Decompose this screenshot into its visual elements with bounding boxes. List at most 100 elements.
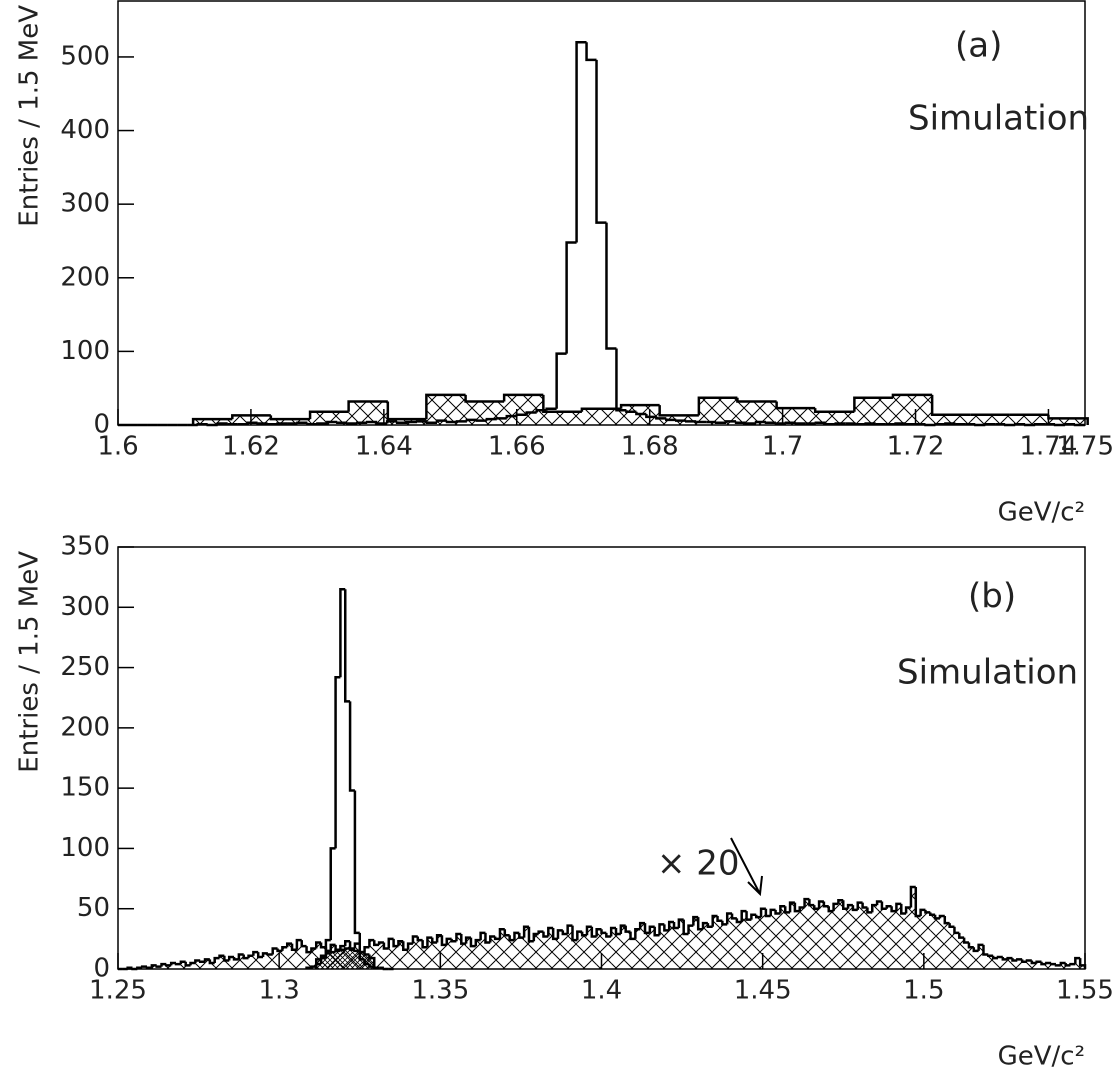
histogram-bin [538, 931, 544, 969]
histogram-step [788, 901, 795, 913]
panel-label: (b) [968, 577, 1016, 617]
histogram-step [784, 421, 796, 425]
histogram-step [542, 394, 582, 413]
histogram-bin [282, 947, 288, 969]
histogram-step [1054, 964, 1061, 967]
histogram-step [435, 419, 447, 423]
histogram-bin [707, 926, 713, 969]
histogram-bin [562, 934, 568, 969]
histogram-step [694, 420, 707, 424]
histogram-bin [932, 414, 971, 425]
histogram-step [425, 421, 438, 425]
histogram-step [853, 396, 893, 412]
histogram-step [575, 40, 587, 243]
histogram-step [798, 906, 805, 912]
x-tick-label: 1.75 [1056, 432, 1114, 462]
histogram-step [460, 934, 467, 945]
histogram-bin [1080, 965, 1085, 969]
histogram-step [565, 241, 577, 354]
histogram-step [734, 421, 747, 425]
histogram-bin [1009, 414, 1049, 425]
histogram-step [614, 928, 621, 936]
histogram-bin [200, 961, 206, 969]
histogram-step [701, 921, 708, 930]
histogram-step [904, 423, 916, 426]
x-tick-label: 1.64 [355, 432, 413, 462]
histogram-bin [732, 918, 737, 969]
histogram-bin [964, 942, 969, 969]
histogram-bin [727, 913, 733, 969]
histogram-step [817, 900, 824, 909]
histogram-step [319, 956, 326, 965]
histogram-step [1006, 956, 1013, 960]
histogram-bin [970, 414, 1010, 425]
histogram-bin [446, 938, 452, 969]
histogram-step [226, 423, 238, 426]
histogram-step [242, 954, 249, 960]
histogram-bin [804, 899, 810, 969]
histogram-bin [906, 907, 911, 969]
histogram-step [958, 932, 965, 939]
plot-frame [117, 546, 1086, 970]
histogram-step [285, 942, 293, 948]
histogram-bin [819, 901, 824, 969]
histogram-step [638, 921, 646, 930]
histogram-step [484, 932, 491, 944]
histogram-step [1040, 961, 1047, 966]
histogram-bin [437, 935, 442, 969]
histogram-step [665, 418, 677, 422]
histogram-bin [548, 928, 554, 969]
histogram-step [191, 417, 233, 425]
histogram-bin [746, 919, 752, 969]
histogram-bin [441, 944, 447, 969]
histogram-step [237, 953, 244, 960]
histogram-step [281, 946, 288, 951]
histogram-step [764, 908, 771, 918]
y-tick-label: 400 [60, 115, 110, 145]
histogram-step [545, 407, 557, 411]
histogram-step [411, 935, 418, 944]
histogram-step [505, 414, 517, 419]
histogram-bin [374, 944, 380, 969]
histogram-bin [780, 906, 786, 969]
histogram-bin [896, 903, 902, 969]
histogram-step [837, 899, 844, 904]
histogram-bin [596, 929, 602, 969]
histogram-bin [920, 909, 926, 969]
histogram-step [750, 913, 757, 920]
y-tick-label: 0 [93, 954, 110, 984]
histogram-step [551, 928, 558, 941]
x-tick-label: 1.35 [411, 976, 469, 1006]
histogram-step [266, 953, 273, 956]
histogram-bin [915, 915, 921, 969]
histogram-bin [901, 913, 907, 969]
histogram-step [469, 937, 476, 948]
histogram-step [744, 422, 757, 425]
histogram-bin [930, 914, 936, 969]
histogram-bin [1041, 964, 1047, 969]
histogram-step [308, 410, 349, 420]
histogram-bin [577, 931, 583, 969]
histogram-step [667, 920, 675, 931]
histogram-bin [499, 929, 505, 969]
histogram-step [1074, 956, 1081, 965]
histogram-bin [848, 905, 853, 969]
histogram-bin [983, 954, 989, 969]
histogram-step [346, 422, 358, 425]
histogram-step [155, 965, 162, 968]
histogram-bin [480, 932, 486, 969]
histogram-bin [557, 930, 563, 969]
histogram-bin [296, 940, 302, 969]
histogram-bin [301, 946, 307, 969]
histogram-bin [209, 962, 215, 969]
histogram-bin [683, 934, 689, 969]
histogram-bin [722, 924, 728, 969]
histogram-step [479, 931, 486, 941]
histogram-step [271, 947, 278, 955]
histogram-bin [640, 923, 646, 969]
histogram-step [353, 949, 360, 953]
plot-frame [117, 0, 1086, 426]
histogram-step [566, 924, 573, 935]
histogram-step [165, 964, 172, 967]
histogram-step [730, 913, 737, 920]
